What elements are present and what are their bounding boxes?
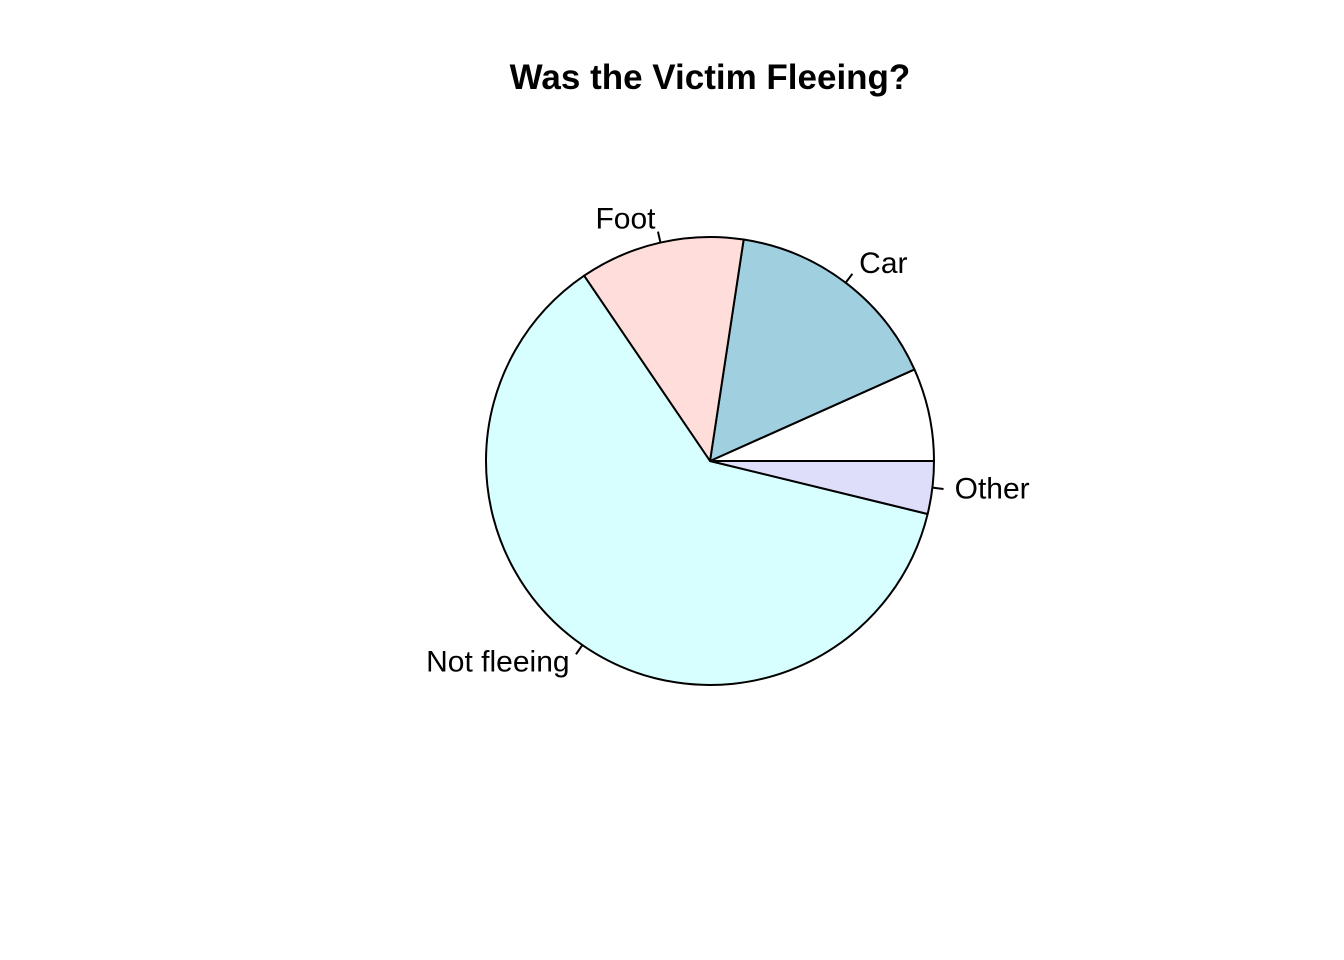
label-tick-foot (656, 231, 662, 243)
slice-labels: Car Foot Not fleeing Other (426, 203, 1030, 679)
slice-label-foot: Foot (595, 203, 656, 236)
label-tick-other (932, 486, 944, 491)
label-tick-not-fleeing (575, 644, 584, 655)
chart-title: Was the Victim Fleeing? (509, 58, 911, 97)
pie-slices (485, 236, 935, 686)
slice-label-other: Other (955, 472, 1030, 505)
slice-label-not-fleeing: Not fleeing (426, 645, 569, 678)
slice-label-car: Car (859, 247, 907, 280)
pie-slice-not-fleeing (485, 274, 929, 686)
label-tick-car (844, 273, 854, 284)
label-ticks (575, 231, 944, 655)
pie-slice-other (709, 460, 935, 515)
